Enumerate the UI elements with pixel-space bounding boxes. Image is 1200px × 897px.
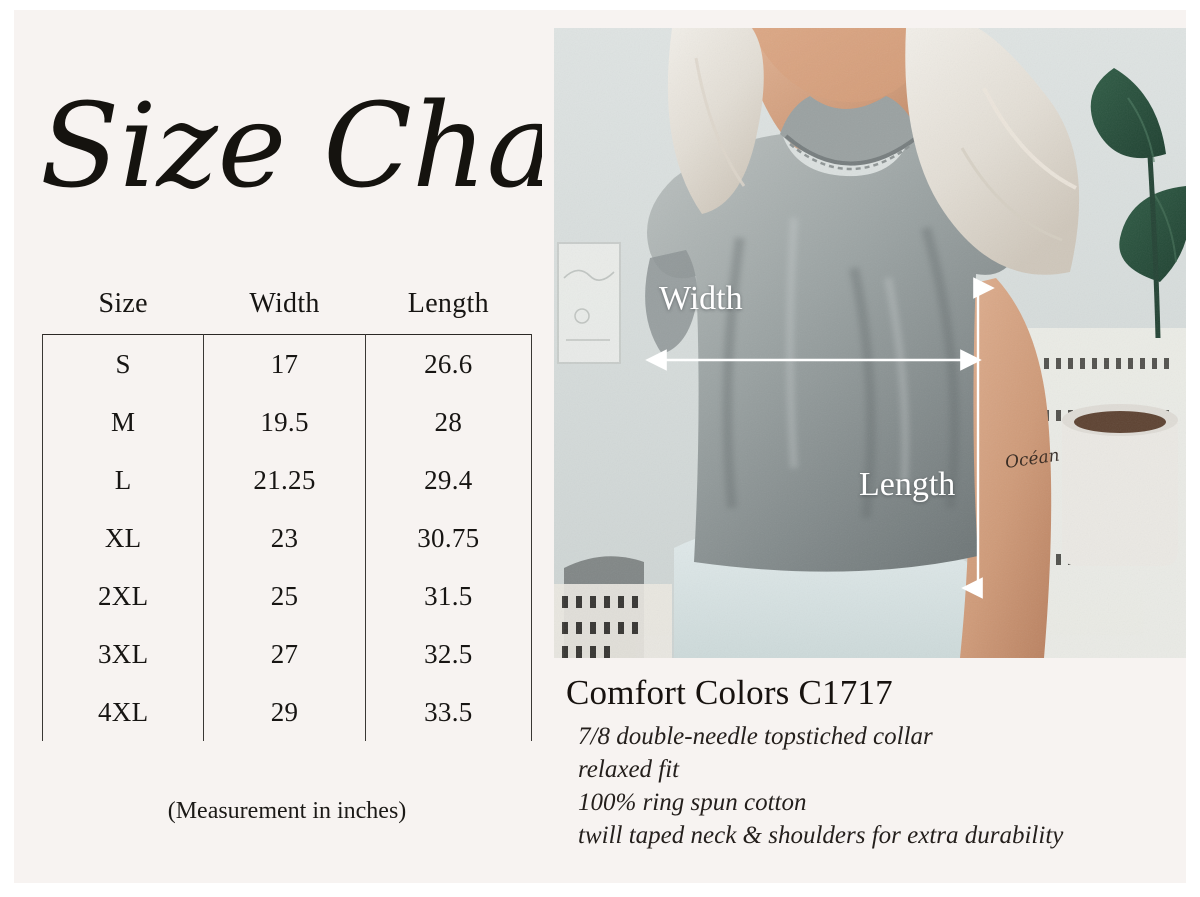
cell-width: 21.25 bbox=[203, 451, 366, 509]
table-row: S 17 26.6 bbox=[41, 334, 533, 393]
cell-length: 28 bbox=[364, 393, 533, 451]
cell-length: 31.5 bbox=[364, 567, 533, 625]
table-row: 2XL 25 31.5 bbox=[41, 567, 533, 625]
column-header-width: Width bbox=[249, 288, 320, 319]
cell-size: 2XL bbox=[41, 567, 204, 625]
table-row: M 19.5 28 bbox=[41, 393, 533, 451]
cell-length: 32.5 bbox=[364, 625, 533, 683]
cell-length: 29.4 bbox=[364, 451, 533, 509]
column-header-size: Size bbox=[98, 288, 148, 319]
left-panel: Size Chart Size Width Length bbox=[14, 10, 554, 883]
cell-size: 4XL bbox=[41, 683, 204, 741]
table-row: 4XL 29 33.5 bbox=[41, 683, 533, 741]
cell-width: 29 bbox=[203, 683, 366, 741]
table-row: XL 23 30.75 bbox=[41, 509, 533, 567]
cell-length: 33.5 bbox=[364, 683, 533, 741]
cell-size: XL bbox=[41, 509, 204, 567]
size-table: Size Width Length S 17 26.6 M bbox=[41, 288, 533, 741]
content-card: Size Chart Size Width Length bbox=[14, 10, 1186, 883]
cell-size: 3XL bbox=[41, 625, 204, 683]
product-photo: Océan bbox=[554, 28, 1186, 658]
table-row: L 21.25 29.4 bbox=[41, 451, 533, 509]
spec-item: relaxed fit bbox=[578, 756, 680, 783]
spec-item: 7/8 double-needle topstiched collar bbox=[578, 723, 933, 750]
product-title: Comfort Colors C1717 bbox=[566, 673, 893, 712]
cell-width: 27 bbox=[203, 625, 366, 683]
cell-width: 25 bbox=[203, 567, 366, 625]
spec-item: 100% ring spun cotton bbox=[578, 789, 807, 816]
product-specs: 7/8 double-needle topstiched collar rela… bbox=[578, 720, 1186, 852]
spec-item: twill taped neck & shoulders for extra d… bbox=[578, 822, 1064, 849]
page-title: Size Chart bbox=[32, 48, 542, 248]
table-header-row: Size Width Length bbox=[42, 288, 532, 335]
right-panel: Océan bbox=[554, 10, 1186, 883]
cell-length: 26.6 bbox=[364, 334, 533, 393]
cell-size: M bbox=[41, 393, 204, 451]
cell-size: S bbox=[41, 334, 204, 393]
cell-length: 30.75 bbox=[364, 509, 533, 567]
measurement-note: (Measurement in inches) bbox=[167, 798, 407, 824]
page-title-text: Size Chart bbox=[40, 79, 542, 214]
cell-size: L bbox=[41, 451, 204, 509]
cell-width: 19.5 bbox=[203, 393, 366, 451]
cell-width: 17 bbox=[203, 334, 366, 393]
table-row: 3XL 27 32.5 bbox=[41, 625, 533, 683]
column-header-length: Length bbox=[407, 288, 489, 319]
cell-width: 23 bbox=[203, 509, 366, 567]
